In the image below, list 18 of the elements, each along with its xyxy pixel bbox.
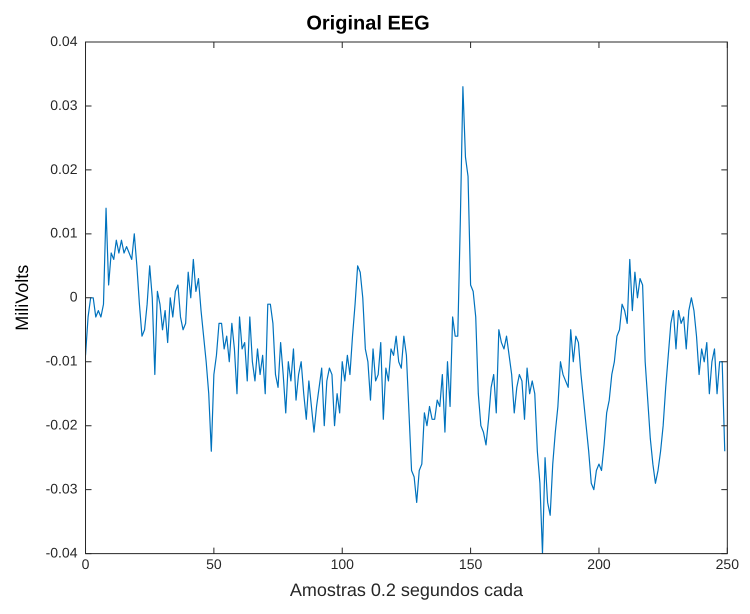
y-tick-label: -0.01 (46, 352, 78, 369)
chart-title: Original EEG (306, 12, 430, 35)
x-tick-label: 250 (716, 556, 740, 572)
y-tick-label: 0.03 (50, 96, 78, 113)
y-tick-label: 0.02 (50, 160, 78, 177)
x-tick-label: 0 (82, 556, 90, 572)
x-axis-title: Amostras 0.2 segundos cada (290, 580, 524, 600)
y-axis-title: MiliVolts (12, 264, 32, 331)
y-tick-label: 0.01 (50, 224, 78, 241)
y-tick-label: 0.04 (50, 32, 78, 49)
x-tick-label: 200 (587, 556, 611, 572)
y-tick-label: 0 (70, 288, 78, 305)
x-tick-label: 100 (330, 556, 354, 572)
x-tick-label: 50 (206, 556, 222, 572)
x-tick-label: 150 (458, 556, 482, 572)
y-tick-label: -0.04 (46, 544, 78, 560)
y-tick-label: -0.02 (46, 416, 78, 433)
y-tick-label: -0.03 (46, 480, 78, 497)
